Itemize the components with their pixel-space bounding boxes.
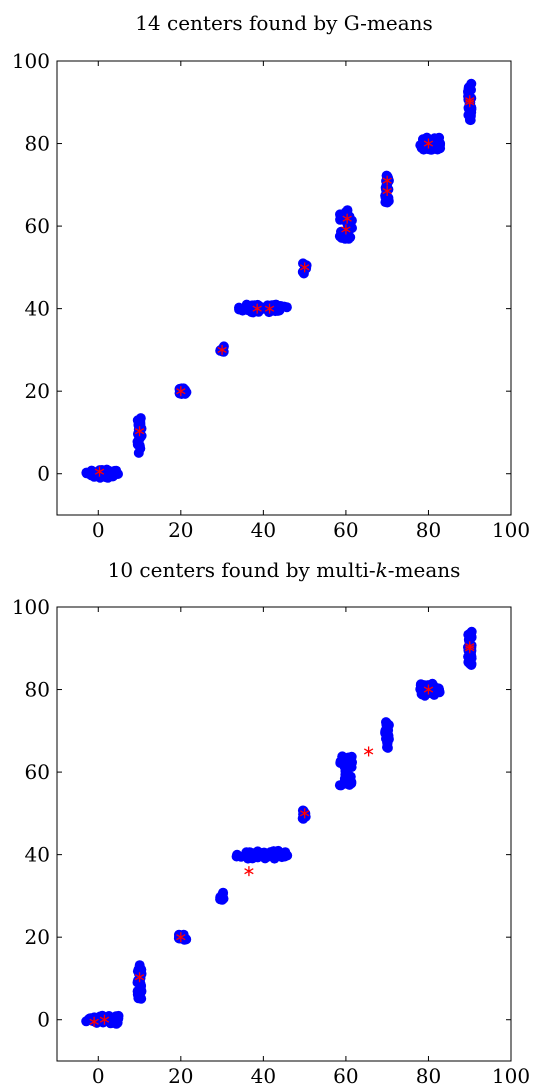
data-point: [337, 214, 348, 224]
data-point: [280, 851, 290, 862]
data-point: [180, 388, 191, 399]
data-point: [252, 852, 263, 863]
chart-title: 10 centers found by multi-k-means: [108, 558, 461, 582]
center-marker: [465, 97, 475, 108]
y-tick-label: 100: [12, 49, 50, 73]
data-point: [466, 631, 477, 642]
center-marker: [176, 386, 186, 397]
center-marker: [465, 643, 475, 654]
y-tick-label: 60: [25, 214, 50, 238]
y-tick-label: 100: [12, 595, 50, 619]
center-marker: [134, 972, 145, 983]
center-marker: [363, 746, 374, 757]
data-point: [110, 467, 121, 478]
center-marker: [423, 684, 434, 695]
center-marker: [382, 186, 392, 197]
data-point: [336, 780, 347, 791]
x-tick-label: 0: [92, 1064, 105, 1088]
data-point: [245, 847, 256, 858]
x-tick-label: 0: [92, 518, 105, 542]
data-point: [232, 849, 243, 860]
x-tick-label: 80: [416, 1064, 441, 1088]
title-part: 14 centers found by G-means: [135, 11, 433, 35]
data-point: [381, 717, 391, 728]
title-part: -means: [388, 558, 461, 582]
center-marker: [89, 1016, 99, 1027]
center-marker: [99, 1014, 110, 1025]
data-point: [102, 469, 113, 480]
center-marker: [94, 466, 105, 477]
data-point: [134, 419, 145, 430]
data-point: [108, 1017, 119, 1028]
data-point: [241, 299, 252, 310]
center-marker: [342, 213, 352, 224]
center-marker: [252, 303, 262, 314]
x-tick-label: 20: [168, 518, 193, 542]
data-point: [81, 467, 92, 478]
data-point: [434, 687, 445, 698]
center-marker: [217, 344, 227, 355]
cluster-centers: [94, 95, 475, 477]
data-point: [281, 302, 292, 313]
data-point: [337, 751, 348, 762]
x-tick-label: 60: [333, 1064, 358, 1088]
data-point: [416, 143, 427, 153]
data-point: [421, 132, 432, 143]
y-tick-label: 40: [25, 297, 50, 321]
y-tick-label: 60: [25, 760, 50, 784]
y-tick-label: 20: [25, 925, 50, 949]
data-point: [345, 232, 356, 243]
title-part: 10 centers found by multi-: [108, 558, 376, 582]
x-tick-label: 60: [333, 518, 358, 542]
chart-title: 14 centers found by G-means: [135, 11, 433, 35]
x-tick-label: 40: [251, 518, 276, 542]
y-tick-label: 80: [25, 678, 50, 702]
data-point: [132, 986, 143, 997]
data-point: [217, 893, 227, 904]
data-point: [382, 197, 393, 208]
data-point: [334, 231, 345, 242]
plot-frame: [56, 60, 512, 516]
data-point: [266, 850, 277, 861]
data-point: [133, 436, 144, 447]
data-point: [465, 107, 476, 118]
x-tick-label: 100: [492, 518, 530, 542]
center-marker: [423, 138, 434, 149]
y-tick-label: 0: [37, 1008, 50, 1032]
cluster-centers: [89, 641, 475, 1027]
x-tick-label: 20: [168, 1064, 193, 1088]
y-tick-label: 0: [37, 462, 50, 486]
x-tick-label: 80: [416, 518, 441, 542]
data-point: [346, 778, 357, 789]
center-marker: [299, 808, 310, 819]
x-tick-label: 100: [492, 1064, 530, 1088]
y-tick-label: 40: [25, 843, 50, 867]
data-points: [81, 78, 477, 483]
chart-1: 14 centers found by G-means 0 20 40 60 80 100 0…: [12, 11, 530, 542]
plot-frame: [56, 606, 512, 1062]
y-tick-label: 20: [25, 379, 50, 403]
center-marker: [341, 224, 351, 235]
center-marker: [134, 426, 145, 437]
center-marker: [264, 303, 275, 314]
chart-2: 10 centers found by multi-k-means 0 20 40 60…: [12, 558, 530, 1088]
center-marker: [244, 866, 254, 877]
data-point: [466, 653, 477, 664]
x-tick-label: 40: [251, 1064, 276, 1088]
data-point: [466, 78, 477, 89]
data-points: [81, 626, 477, 1029]
center-marker: [382, 175, 392, 186]
center-marker: [176, 932, 186, 943]
title-part: k: [376, 558, 388, 582]
data-point: [300, 260, 311, 270]
y-tick-label: 80: [25, 132, 50, 156]
data-point: [382, 738, 393, 749]
data-point: [340, 766, 351, 776]
center-marker: [299, 262, 310, 273]
